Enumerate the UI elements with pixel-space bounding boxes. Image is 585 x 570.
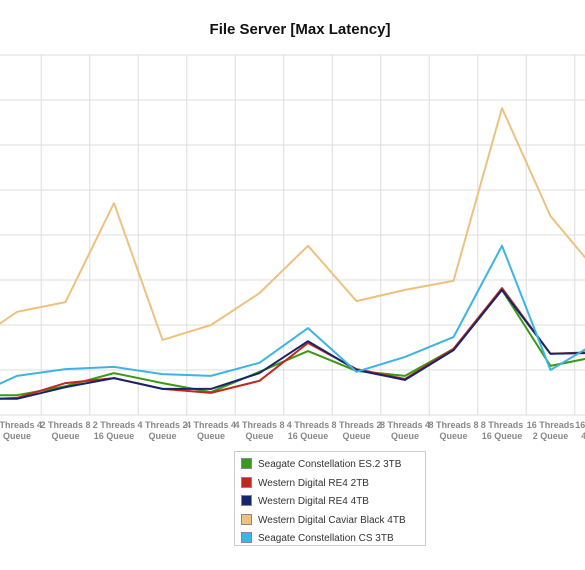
x-tick-label: 4 Threads 2 Queue — [137, 420, 188, 441]
x-tick-label: 8 Threads 16 Queue — [480, 420, 524, 441]
x-tick-label: 4 Threads 4 Queue — [185, 420, 237, 441]
series-line — [0, 107, 585, 341]
legend-label: Western Digital Caviar Black 4TB — [258, 514, 406, 526]
legend-label: Western Digital RE4 2TB — [258, 477, 369, 489]
grid — [0, 54, 585, 416]
legend-entry: Western Digital RE4 4TB — [241, 495, 369, 507]
plot — [0, 107, 585, 400]
x-tick-label: 8 Threads 2 Queue — [331, 420, 382, 441]
x-tick-label: 2 Threads 4 Queue — [0, 420, 43, 441]
chart-title: File Server [Max Latency] — [210, 21, 391, 38]
chart: File Server [Max Latency] — [0, 21, 585, 416]
legend-label: Seagate Constellation ES.2 3TB — [258, 459, 402, 470]
legend-entry: Seagate Constellation ES.2 3TB — [241, 458, 401, 470]
x-tick-label: 4 Threads 16 Queue — [286, 420, 330, 441]
series-line — [0, 288, 585, 397]
legend-entry: Western Digital Caviar Black 4TB — [241, 513, 406, 526]
legend-swatch — [241, 476, 252, 488]
legend-swatch — [241, 513, 252, 525]
x-tick-label: 8 Threads 8 Queue — [428, 420, 479, 441]
series-line — [0, 287, 585, 400]
x-tick-label: 2 Threads 8 Queue — [40, 420, 91, 441]
legend-label: Seagate Constellation CS 3TB — [258, 533, 394, 544]
x-tick-label: 2 Threads 16 Queue — [92, 420, 136, 441]
series-line — [0, 288, 585, 400]
legend-swatch — [241, 495, 252, 506]
legend: Seagate Constellation ES.2 3TB Western Di… — [234, 451, 426, 546]
series-line — [0, 244, 585, 385]
legend-entry: Seagate Constellation CS 3TB — [241, 532, 394, 544]
x-tick-label: 16 Threads 4 Queue — [575, 420, 585, 441]
x-tick-label: 4 Threads 8 Queue — [234, 420, 285, 441]
x-tick-label: 8 Threads 4 Queue — [379, 420, 431, 441]
legend-label: Western Digital RE4 4TB — [258, 496, 369, 507]
legend-entry: Western Digital RE4 2TB — [241, 476, 369, 489]
x-tick-label: 16 Threads 2 Queue — [526, 420, 575, 441]
legend-swatch — [241, 458, 252, 469]
legend-swatch — [241, 532, 252, 543]
